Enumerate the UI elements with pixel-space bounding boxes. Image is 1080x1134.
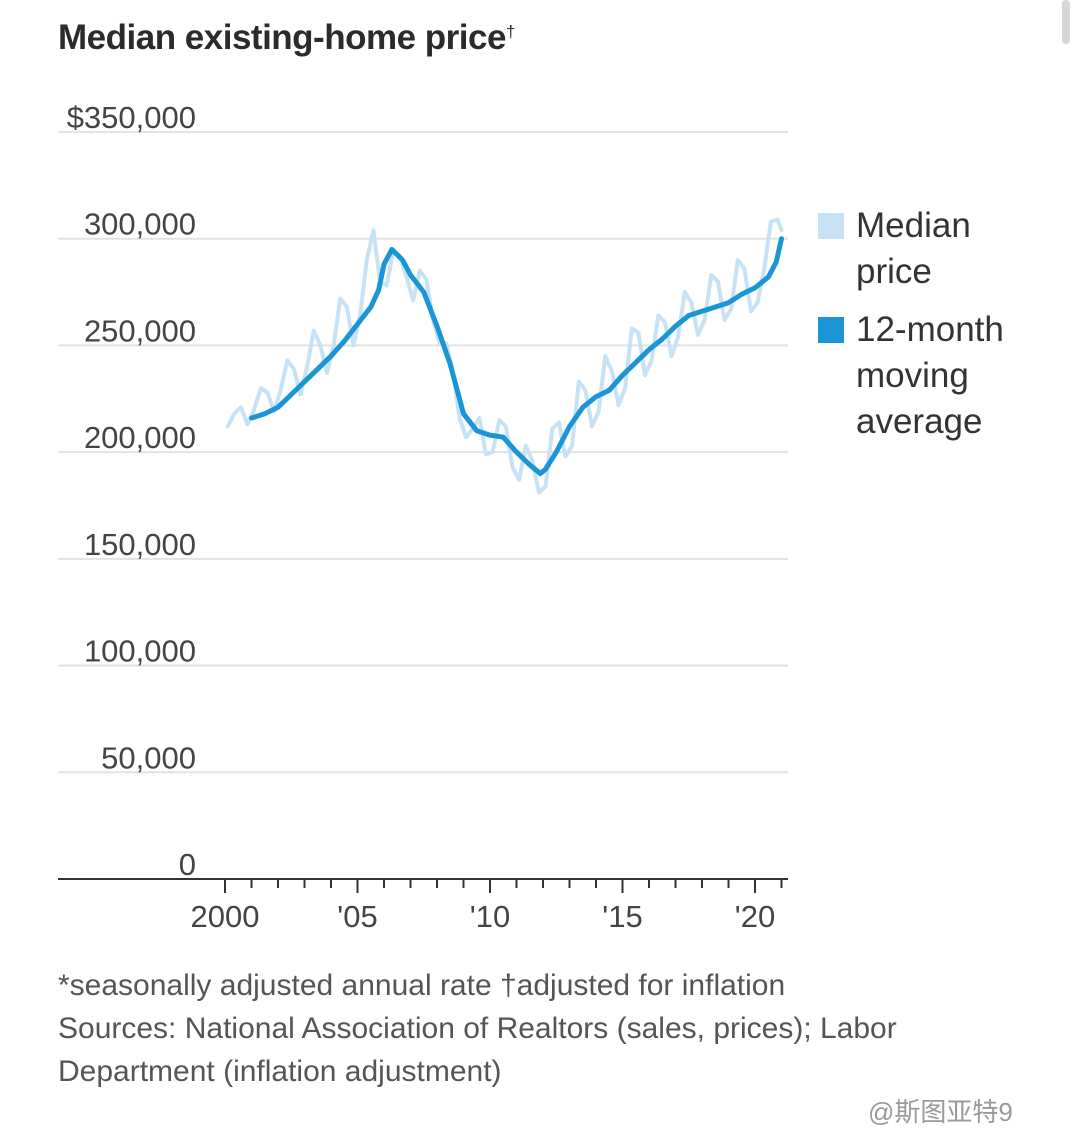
footnote-line-1: *seasonally adjusted annual rate †adjust… <box>58 969 786 1002</box>
y-tick-label: 150,000 <box>84 527 196 562</box>
legend-label-moving-average: 12-month moving average <box>856 310 1004 441</box>
series-line-moving-average <box>249 236 784 476</box>
legend-swatch-median-price <box>818 213 844 239</box>
y-tick-label: 0 <box>179 847 196 882</box>
y-tick-label: 100,000 <box>84 634 196 669</box>
chart-title-text: Median existing-home price <box>58 18 506 57</box>
y-tick-label: 50,000 <box>101 740 196 775</box>
legend-label-median-price: Median price <box>856 206 971 291</box>
x-tick-label: '05 <box>337 899 377 934</box>
x-tick-label: '20 <box>735 899 775 934</box>
y-tick-label: $350,000 <box>67 100 196 135</box>
series-line-median-price <box>225 217 784 495</box>
x-tick-label: '10 <box>470 899 510 934</box>
legend-item-median-price: Median price <box>818 203 1046 295</box>
chart-plot: 0 50,000 100,000 150,000 200,000 250,000 300,0… <box>58 100 788 934</box>
chart-title: Median existing-home price† <box>58 18 515 58</box>
legend-swatch-moving-average <box>818 317 844 343</box>
title-footnote-mark: † <box>505 22 515 41</box>
y-tick-label: 250,000 <box>84 313 196 348</box>
footnote-line-3: Department (inflation adjustment) <box>58 1055 502 1088</box>
y-tick-label: 200,000 <box>84 420 196 455</box>
footnote: *seasonally adjusted annual rate †adjust… <box>58 964 1038 1093</box>
x-tick-label: 2000 <box>191 899 260 934</box>
x-tick-label: '15 <box>602 899 642 934</box>
footnote-line-2: Sources: National Association of Realtor… <box>58 1012 897 1045</box>
watermark: @斯图亚特9 <box>868 1097 1013 1127</box>
y-tick-label: 300,000 <box>84 207 196 242</box>
scrollbar[interactable] <box>1062 0 1070 44</box>
legend-item-moving-average: 12-month moving average <box>818 307 1046 445</box>
